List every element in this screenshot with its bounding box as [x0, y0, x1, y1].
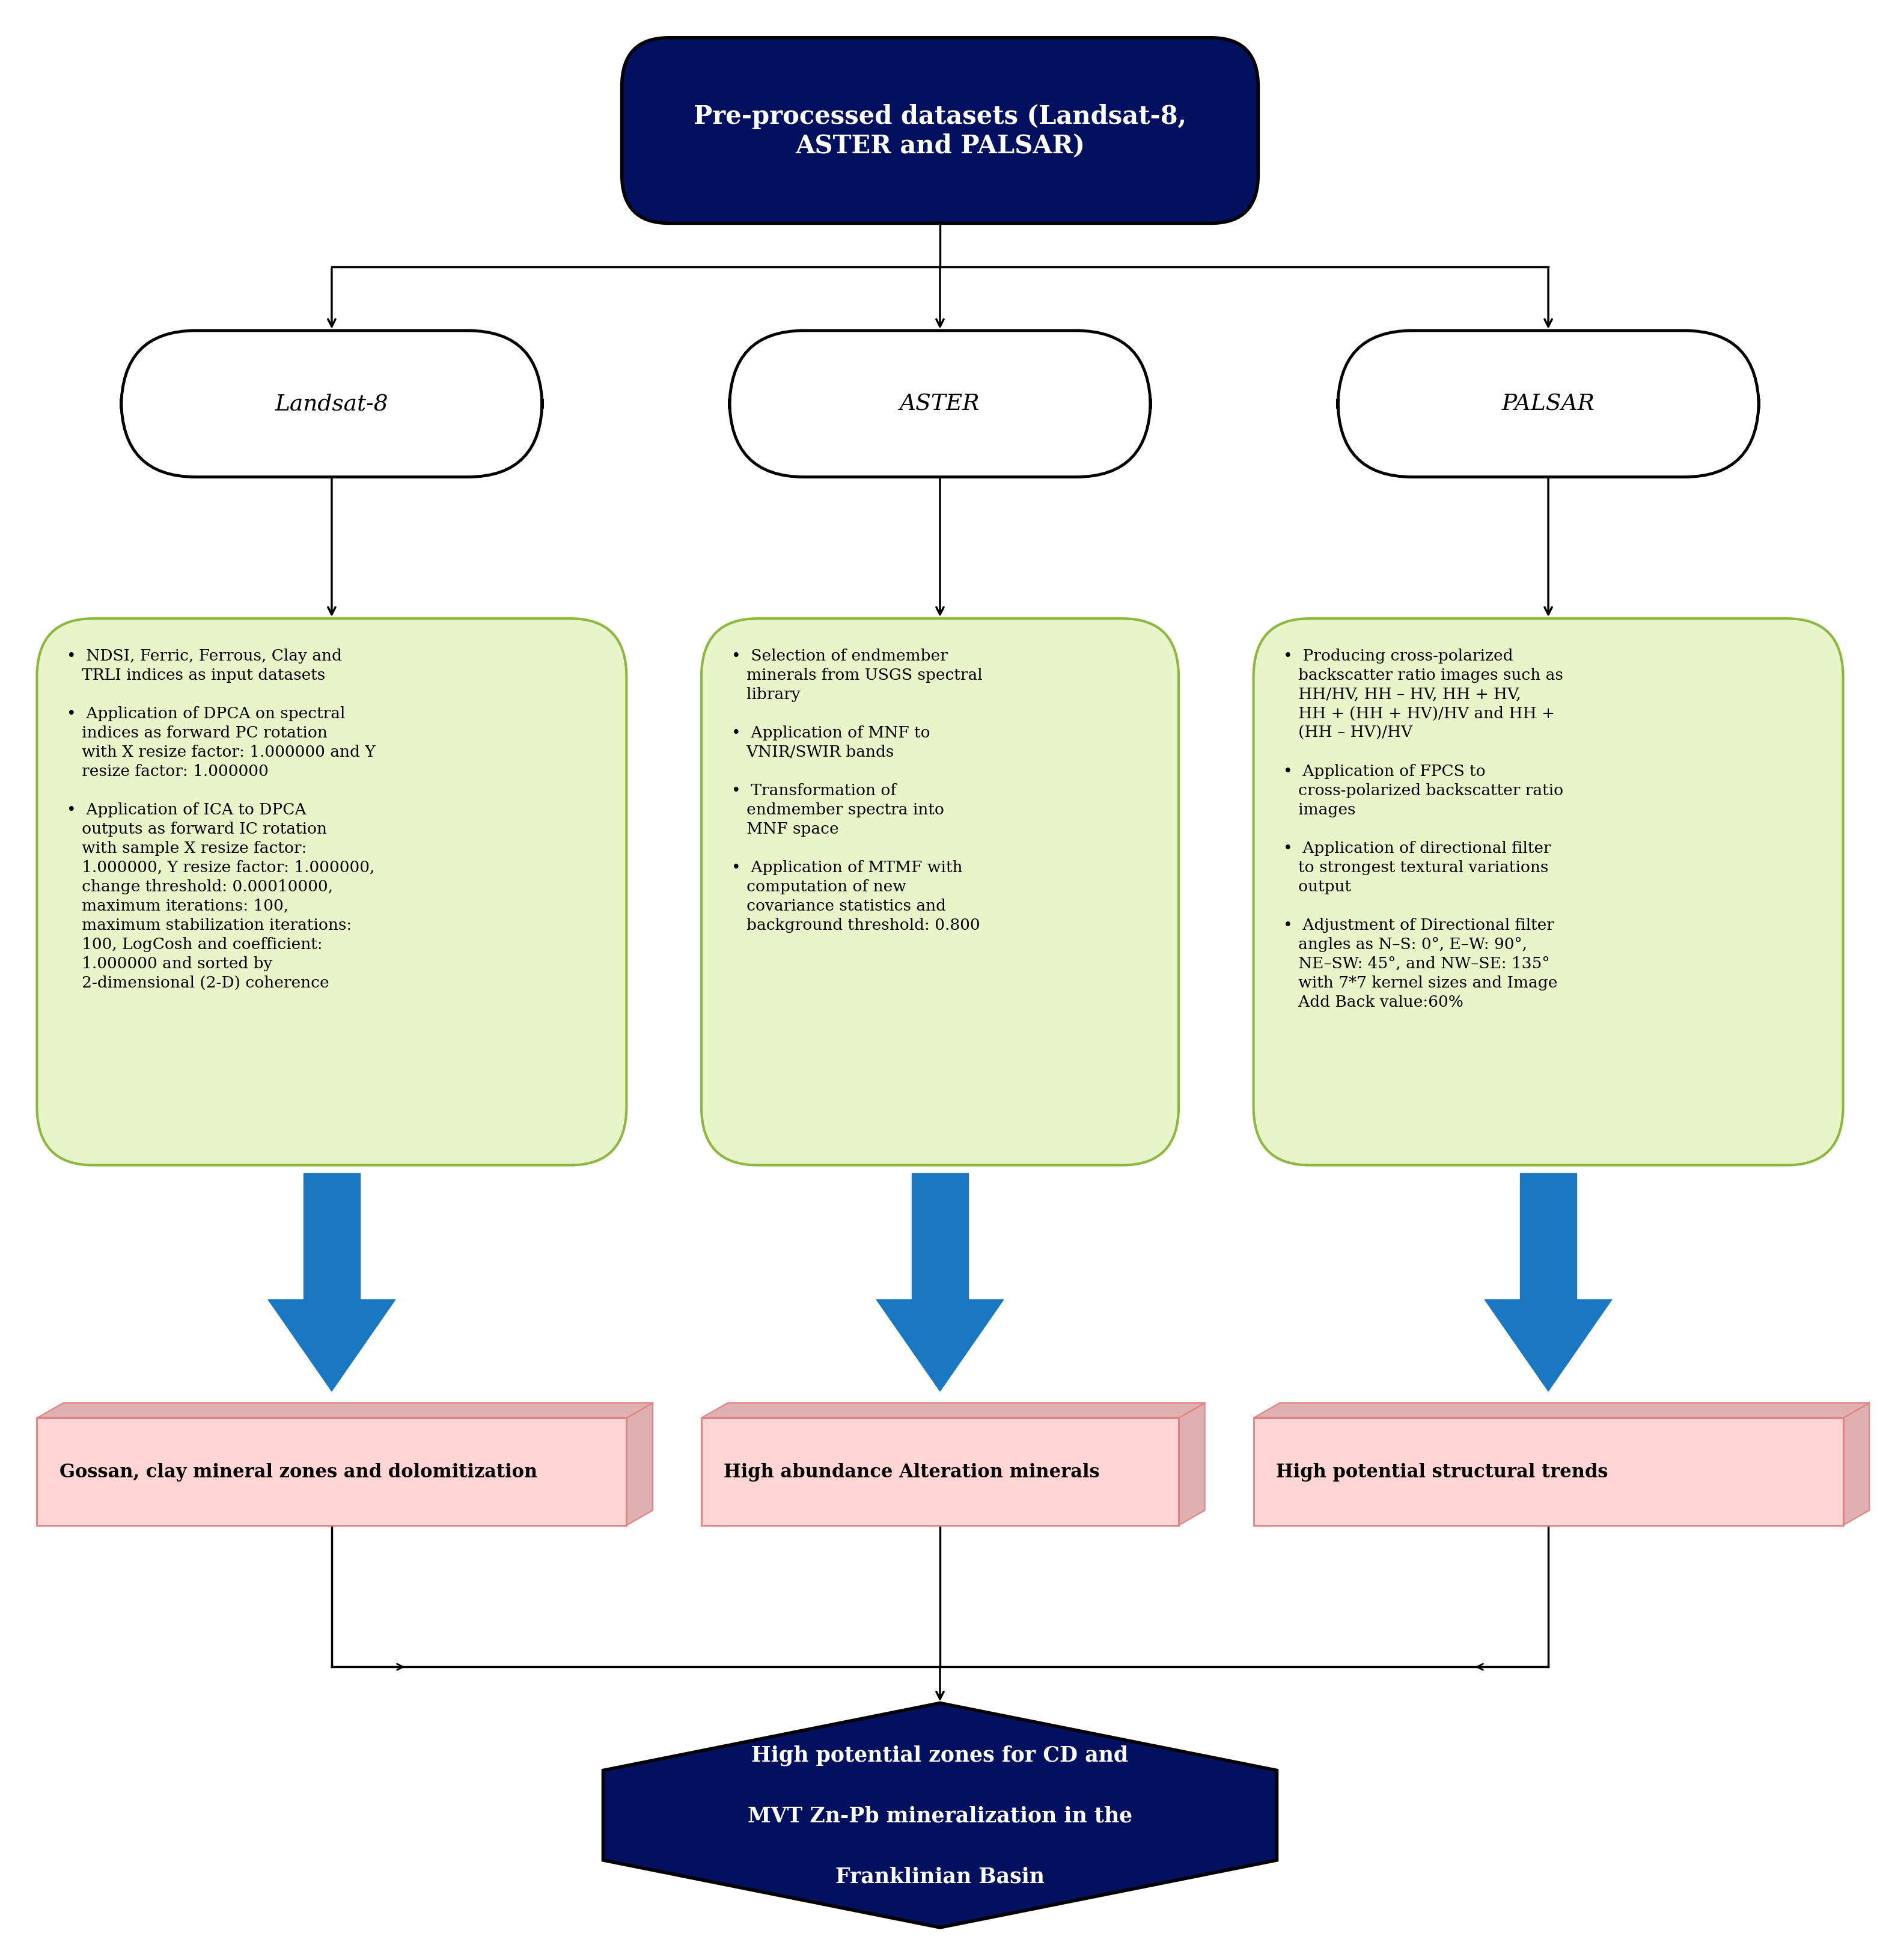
Polygon shape: [701, 1419, 1179, 1525]
FancyBboxPatch shape: [701, 619, 1179, 1166]
Polygon shape: [876, 1299, 1004, 1392]
Polygon shape: [603, 1703, 1277, 1927]
Text: High potential structural trends: High potential structural trends: [1277, 1462, 1607, 1482]
Text: High abundance Alteration minerals: High abundance Alteration minerals: [724, 1462, 1100, 1482]
FancyBboxPatch shape: [1339, 331, 1760, 478]
Polygon shape: [1521, 1174, 1575, 1299]
Polygon shape: [1254, 1419, 1842, 1525]
Polygon shape: [38, 1403, 652, 1419]
Polygon shape: [912, 1174, 968, 1299]
FancyBboxPatch shape: [729, 331, 1151, 478]
Text: MVT Zn-Pb mineralization in the: MVT Zn-Pb mineralization in the: [748, 1805, 1132, 1825]
Polygon shape: [305, 1174, 359, 1299]
Polygon shape: [626, 1403, 652, 1525]
FancyBboxPatch shape: [38, 619, 626, 1166]
FancyBboxPatch shape: [622, 39, 1258, 223]
Text: Franklinian Basin: Franklinian Basin: [835, 1866, 1045, 1886]
Text: Gossan, clay mineral zones and dolomitization: Gossan, clay mineral zones and dolomitiz…: [60, 1462, 538, 1482]
Polygon shape: [38, 1419, 626, 1525]
FancyBboxPatch shape: [120, 331, 541, 478]
Polygon shape: [701, 1403, 1205, 1419]
Text: ASTER: ASTER: [901, 394, 979, 416]
FancyBboxPatch shape: [1254, 619, 1842, 1166]
Polygon shape: [1254, 1403, 1869, 1419]
Text: PALSAR: PALSAR: [1502, 394, 1594, 416]
Text: Pre-processed datasets (Landsat-8,
ASTER and PALSAR): Pre-processed datasets (Landsat-8, ASTER…: [694, 104, 1186, 159]
Polygon shape: [1179, 1403, 1205, 1525]
Text: •  Producing cross-polarized
   backscatter ratio images such as
   HH/HV, HH – : • Producing cross-polarized backscatter …: [1284, 649, 1564, 1009]
Text: Landsat-8: Landsat-8: [274, 394, 389, 416]
Polygon shape: [269, 1299, 395, 1392]
Text: •  NDSI, Ferric, Ferrous, Clay and
   TRLI indices as input datasets

•  Applica: • NDSI, Ferric, Ferrous, Clay and TRLI i…: [68, 649, 376, 990]
Polygon shape: [1842, 1403, 1869, 1525]
Text: High potential zones for CD and: High potential zones for CD and: [752, 1744, 1128, 1766]
Polygon shape: [1485, 1299, 1611, 1392]
Text: •  Selection of endmember
   minerals from USGS spectral
   library

•  Applicat: • Selection of endmember minerals from U…: [731, 649, 983, 933]
